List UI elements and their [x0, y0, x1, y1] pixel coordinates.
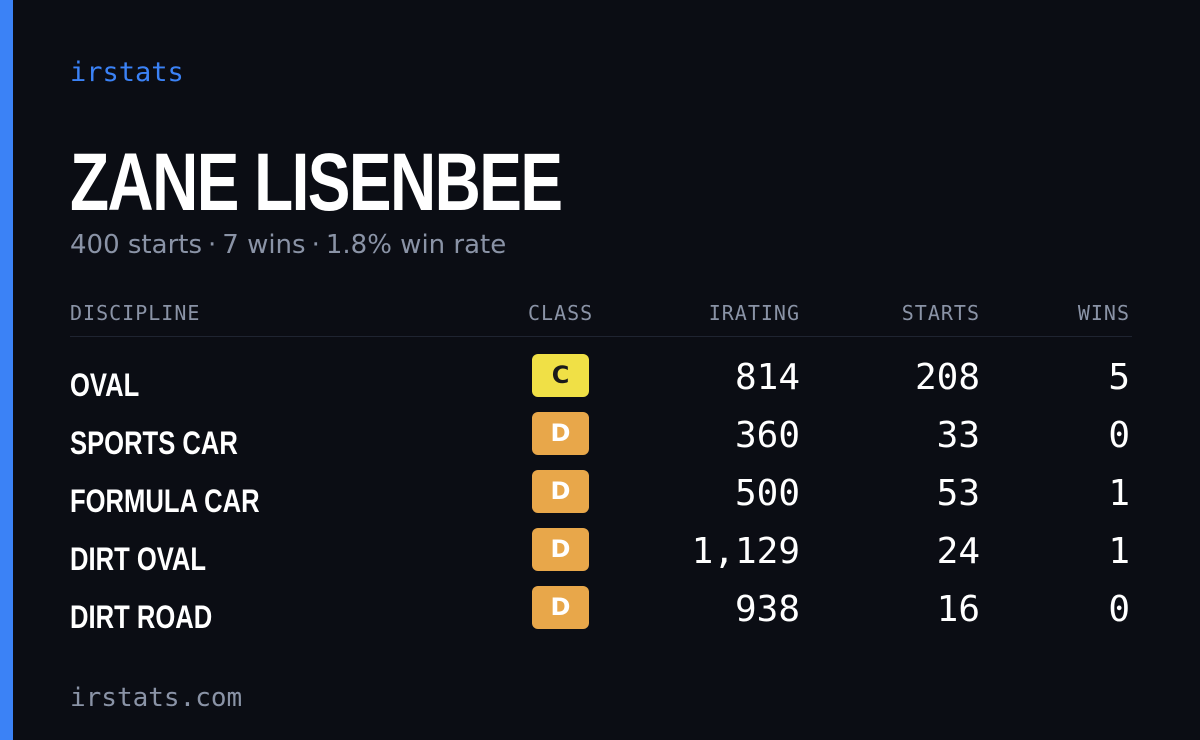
- column-header-class: CLASS: [528, 301, 594, 325]
- driver-summary: 400 starts · 7 wins · 1.8% win rate: [70, 228, 506, 262]
- license-class-badge: D: [532, 470, 589, 513]
- wins-value: 1: [1108, 473, 1130, 514]
- starts-value: 16: [936, 589, 980, 630]
- table-body: OVAL C 814 208 5 SPORTS CAR D 360 33 0 F…: [70, 337, 1132, 644]
- irating-value: 500: [734, 473, 800, 514]
- starts-value: 33: [936, 415, 980, 456]
- summary-separator: ·: [311, 230, 320, 260]
- irating-value: 814: [734, 357, 800, 398]
- wins-value: 0: [1108, 415, 1130, 456]
- table-row: DIRT OVAL D 1,129 24 1: [70, 528, 1132, 586]
- discipline-name: DIRT ROAD: [70, 599, 213, 635]
- table-row: SPORTS CAR D 360 33 0: [70, 412, 1132, 470]
- summary-wins: 7 wins: [222, 230, 306, 260]
- column-header-starts: STARTS: [901, 301, 980, 325]
- column-header-discipline: DISCIPLINE: [70, 301, 201, 325]
- wins-value: 1: [1108, 531, 1130, 572]
- column-header-irating: IRATING: [708, 301, 800, 325]
- summary-separator: ·: [208, 230, 217, 260]
- discipline-name: OVAL: [70, 367, 140, 403]
- starts-value: 208: [914, 357, 980, 398]
- starts-value: 53: [936, 473, 980, 514]
- wins-value: 5: [1108, 357, 1130, 398]
- irating-value: 938: [734, 589, 800, 630]
- wins-value: 0: [1108, 589, 1130, 630]
- license-class-badge: C: [532, 354, 589, 397]
- starts-value: 24: [936, 531, 980, 572]
- table-row: OVAL C 814 208 5: [70, 354, 1132, 412]
- summary-win-rate: 1.8% win rate: [325, 230, 507, 260]
- table-header: DISCIPLINE CLASS IRATING STARTS WINS: [70, 296, 1132, 337]
- discipline-name: FORMULA CAR: [70, 483, 260, 519]
- summary-starts: 400 starts: [70, 230, 202, 260]
- table-row: DIRT ROAD D 938 16 0: [70, 586, 1132, 644]
- irating-value: 1,129: [691, 531, 800, 572]
- table-row: FORMULA CAR D 500 53 1: [70, 470, 1132, 528]
- driver-name: ZANE LISENBEE: [70, 137, 563, 228]
- license-class-badge: D: [532, 412, 589, 455]
- accent-bar: [0, 0, 13, 740]
- brand-logo-text[interactable]: irstats: [70, 57, 184, 88]
- column-header-wins: WINS: [1077, 301, 1130, 325]
- irating-value: 360: [734, 415, 800, 456]
- discipline-name: SPORTS CAR: [70, 425, 238, 461]
- discipline-table: DISCIPLINE CLASS IRATING STARTS WINS OVA…: [70, 296, 1132, 644]
- license-class-badge: D: [532, 528, 589, 571]
- footer-url[interactable]: irstats.com: [70, 683, 243, 713]
- discipline-name: DIRT OVAL: [70, 541, 207, 577]
- license-class-badge: D: [532, 586, 589, 629]
